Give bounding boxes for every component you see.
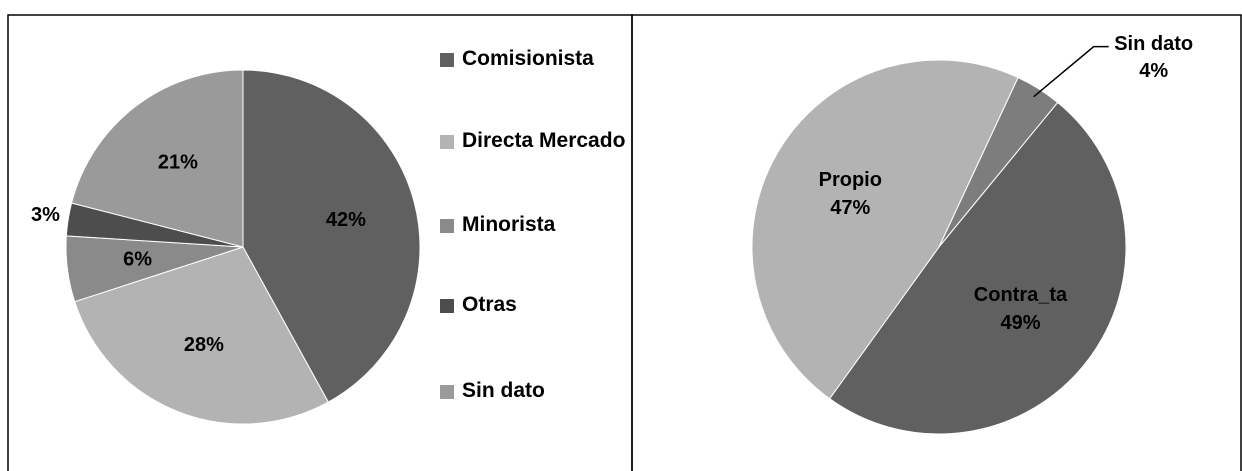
slice-name: Contra_ta [974,284,1068,306]
panel [631,14,1242,471]
legend-item: Directa Mercado [440,128,630,154]
legend-item: Otras [440,292,630,318]
legend-label: Sin dato [462,379,545,402]
pie-slice [70,69,244,248]
data-label: 6% [123,249,152,271]
pie-slice [828,101,1127,435]
legend-label: Comisionista [462,47,594,70]
data-label: 21% [158,151,198,173]
pie-slice [242,69,421,403]
legend-item: Minorista [440,212,630,238]
legend-swatch [440,299,454,313]
legend-swatch [440,135,454,149]
data-label: 49% [1000,312,1040,334]
pie-slice [74,246,329,425]
slice-name: Sin dato [1114,33,1193,55]
leader-line [1033,45,1109,98]
pie-slice [751,59,1019,400]
legend-swatch [440,53,454,67]
data-label: 4% [1139,60,1168,82]
slice-name: Propio [819,169,882,191]
legend-label: Minorista [462,213,556,236]
legend-swatch [440,219,454,233]
legend-label: Directa Mercado [462,129,626,152]
legend-label: Otras [462,293,517,316]
data-label: 47% [830,197,870,219]
data-label: 3% [31,204,60,226]
legend-swatch [440,385,454,399]
data-label: 42% [326,209,366,231]
legend-item: Comisionista [440,46,630,72]
data-label: 28% [184,334,224,356]
legend-item: Sin dato [440,378,630,404]
